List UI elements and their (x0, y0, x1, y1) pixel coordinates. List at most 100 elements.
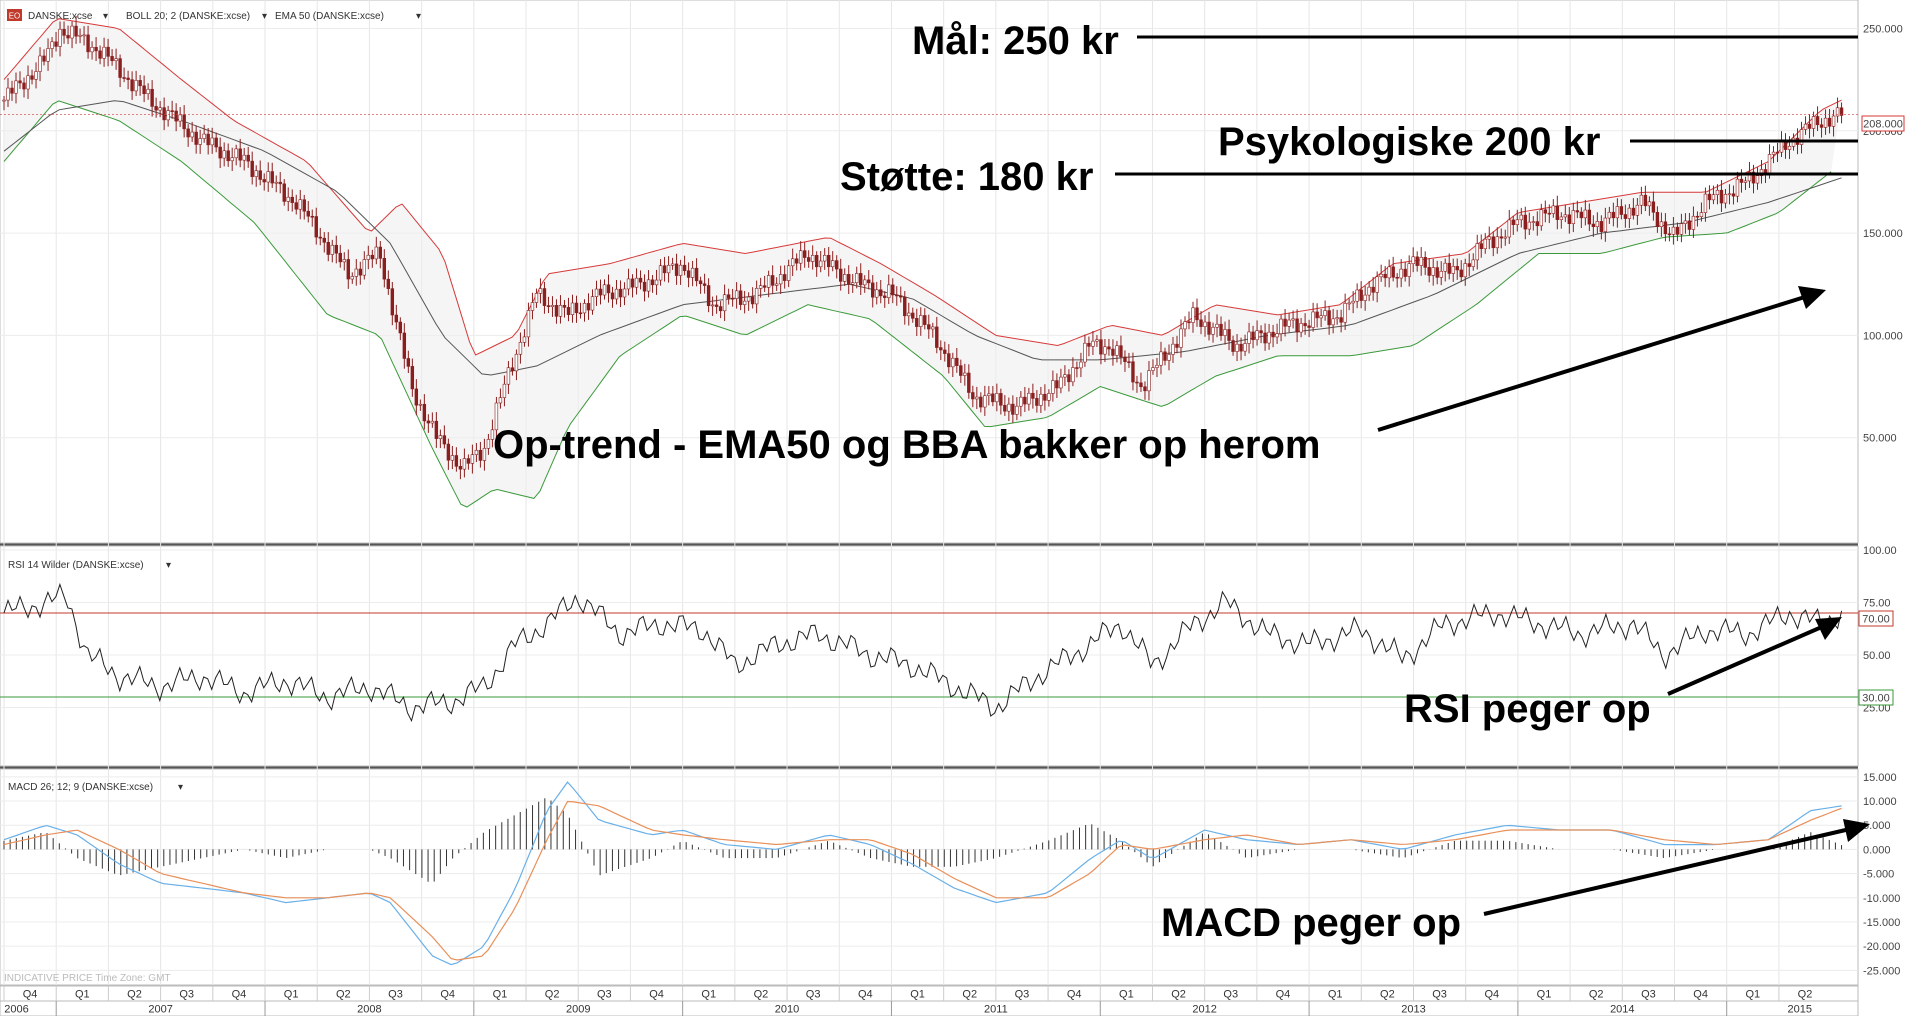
candle-body (490, 429, 495, 440)
candle-body (1551, 205, 1556, 214)
candle-body (1291, 318, 1295, 321)
year-label: 2015 (1788, 1004, 1812, 1016)
dropdown-arrow-icon[interactable]: ▾ (166, 560, 171, 571)
instrument-label[interactable]: DANSKE:xcse (28, 11, 93, 22)
candle-body (1259, 330, 1263, 334)
candle-body (402, 332, 407, 359)
candle-body (1447, 262, 1451, 274)
candle-body (766, 275, 771, 288)
candle-body (226, 150, 230, 162)
ema-indicator-label[interactable]: EMA 50 (DANSKE:xcse) (275, 11, 384, 22)
candle-body (698, 280, 703, 285)
candle-body (1663, 221, 1668, 235)
candle-body (494, 402, 499, 431)
dropdown-arrow-icon[interactable]: ▾ (178, 782, 183, 793)
candle-body (422, 403, 427, 422)
quarter-label: Q4 (1484, 989, 1499, 1001)
candle-body (1623, 214, 1628, 219)
candle-body (562, 305, 567, 308)
candle-body (642, 281, 647, 292)
candle-body (1343, 303, 1347, 323)
candle-body (282, 183, 286, 202)
dropdown-arrow-icon[interactable]: ▾ (262, 11, 267, 22)
dropdown-arrow-icon[interactable]: ▾ (416, 11, 421, 22)
candle-body (1555, 205, 1560, 220)
quarter-label: Q2 (1589, 989, 1604, 1001)
candle-body (166, 110, 170, 121)
instrument-logo (7, 9, 22, 21)
candle-body (1699, 212, 1704, 217)
quarter-label: Q2 (336, 989, 351, 1001)
quarter-label: Q2 (754, 989, 769, 1001)
candle-body (1511, 219, 1515, 225)
candle-body (470, 454, 475, 464)
candle-body (786, 265, 791, 281)
candle-body (646, 279, 651, 292)
candle-body (1515, 219, 1519, 225)
candle-body (1307, 325, 1311, 328)
candle-body (154, 106, 158, 111)
candle-body (1331, 318, 1335, 326)
candle-body (1635, 204, 1640, 216)
candle-body (446, 443, 451, 461)
candle-body (1295, 318, 1299, 333)
candle-body (1399, 268, 1403, 279)
candle-body (1151, 367, 1155, 371)
candle-body (274, 181, 278, 184)
instrument-logo-text: EO (9, 12, 21, 21)
dropdown-arrow-icon[interactable]: ▾ (103, 11, 108, 22)
uptrend-arrow-head (1798, 286, 1826, 309)
candle-body (1751, 171, 1756, 184)
candle-body (875, 289, 879, 298)
candle-body (434, 420, 439, 439)
candle-body (1263, 332, 1267, 344)
candle-body (1535, 221, 1540, 227)
candle-body (170, 110, 174, 112)
candle-body (1327, 310, 1331, 326)
year-label: 2006 (4, 1004, 28, 1016)
candle-body (534, 293, 539, 303)
bollinger-indicator-label[interactable]: BOLL 20; 2 (DANSKE:xcse) (126, 11, 250, 22)
candle-body (1639, 194, 1644, 206)
candle-body (923, 315, 927, 325)
candle-body (839, 268, 843, 282)
candle-body (626, 278, 631, 290)
quarter-label: Q3 (1223, 989, 1238, 1001)
quarter-label: Q4 (23, 989, 38, 1001)
macd-indicator-label[interactable]: MACD 26; 12; 9 (DANSKE:xcse) (8, 782, 153, 793)
candle-body (1215, 323, 1219, 328)
candle-body (1747, 171, 1752, 182)
candle-body (1619, 206, 1624, 215)
candle-body (114, 58, 118, 62)
candle-body (634, 277, 639, 288)
candle-body (1683, 220, 1688, 224)
quarter-label: Q2 (1380, 989, 1395, 1001)
psych-annotation: Psykologiske 200 kr (1218, 120, 1600, 164)
candle-body (382, 258, 387, 280)
candle-body (1251, 331, 1255, 341)
candle-body (66, 35, 70, 39)
candle-body (50, 41, 54, 49)
y-tick-label: -15.000 (1863, 917, 1900, 929)
candle-body (126, 77, 130, 80)
candle-body (618, 288, 623, 298)
y-tick-label: -10.000 (1863, 893, 1900, 905)
candle-body (1755, 175, 1760, 184)
candle-body (1227, 329, 1231, 341)
candle-body (1371, 286, 1375, 293)
y-tick-label: -5.000 (1863, 869, 1894, 881)
candle-body (907, 312, 911, 317)
candle-body (222, 150, 226, 159)
candle-body (262, 179, 266, 183)
candle-body (1195, 307, 1199, 321)
rsi-indicator-label[interactable]: RSI 14 Wilder (DANSKE:xcse) (8, 560, 144, 571)
candle-body (1423, 257, 1427, 268)
candle-body (1099, 339, 1103, 355)
candle-body (1127, 361, 1131, 364)
candle-body (899, 295, 903, 298)
candle-body (594, 288, 599, 297)
candle-body (1735, 178, 1740, 197)
candle-body (606, 284, 611, 294)
y-tick-label: 15.000 (1863, 772, 1897, 784)
